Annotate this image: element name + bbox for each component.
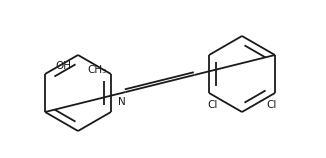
Text: Cl: Cl — [267, 100, 277, 110]
Text: N: N — [118, 97, 126, 107]
Text: CH₃: CH₃ — [87, 65, 107, 75]
Text: Cl: Cl — [207, 100, 217, 110]
Text: OH: OH — [55, 61, 71, 71]
